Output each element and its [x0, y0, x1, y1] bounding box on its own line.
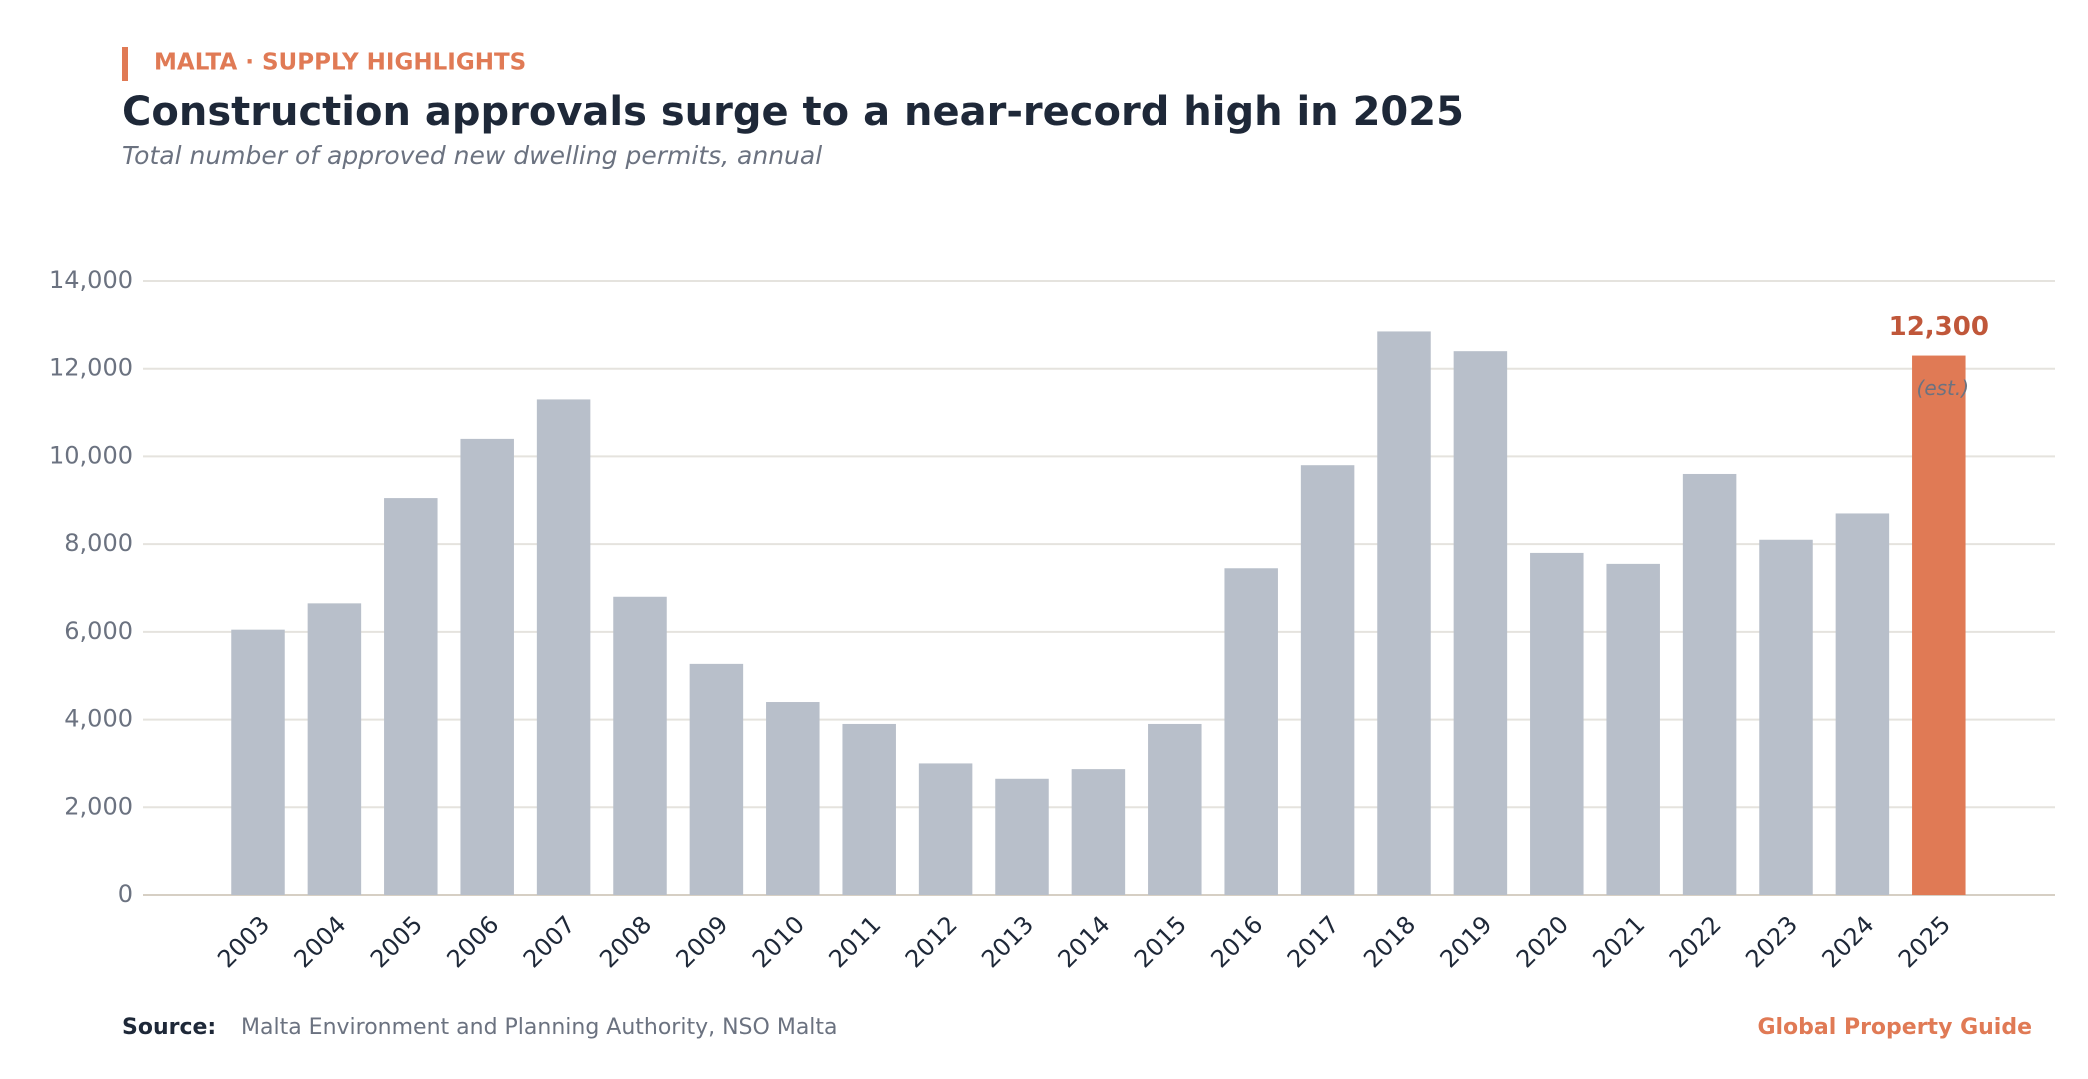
- bar: [1682, 473, 1737, 895]
- x-tick-label: 2012: [900, 910, 963, 973]
- x-tick-label: 2007: [518, 910, 581, 973]
- x-tick-label: 2010: [747, 910, 810, 973]
- bar: [842, 723, 896, 895]
- x-tick-label: 2023: [1740, 910, 1803, 973]
- y-tick-label: 0: [118, 880, 133, 908]
- x-tick-label: 2022: [1664, 910, 1727, 973]
- x-tick-label: 2006: [441, 910, 504, 973]
- y-tick-label: 4,000: [64, 705, 133, 733]
- annotation: (est.): [1917, 376, 1970, 400]
- bar: [766, 702, 820, 895]
- y-tick-label: 14,000: [49, 266, 133, 294]
- brand: Global Property Guide: [1757, 1015, 2032, 1040]
- chart-subtitle: Total number of approved new dwelling pe…: [122, 141, 822, 170]
- bar: [536, 399, 591, 895]
- bar: [1606, 563, 1660, 895]
- chart-title: Construction approvals surge to a near-r…: [122, 89, 1464, 135]
- y-tick-label: 2,000: [64, 792, 133, 820]
- bar: [1912, 355, 1966, 895]
- source-label: Source:: [122, 1015, 216, 1040]
- x-tick-label: 2004: [289, 910, 352, 973]
- x-tick-label: 2009: [671, 910, 734, 973]
- bar: [1530, 552, 1584, 895]
- bar: [231, 629, 285, 895]
- x-tick-label: 2015: [1129, 910, 1192, 973]
- bar: [918, 763, 973, 895]
- bar: [1377, 331, 1431, 896]
- x-tick-label: 2020: [1511, 910, 1574, 973]
- x-tick-label: 2013: [976, 910, 1039, 973]
- x-tick-label: 2024: [1817, 910, 1880, 973]
- x-tick-label: 2011: [823, 910, 886, 973]
- bar: [1453, 351, 1508, 896]
- y-tick-label: 8,000: [64, 529, 133, 557]
- bar: [995, 778, 1049, 895]
- bar: [689, 663, 744, 895]
- x-tick-label: 2019: [1435, 910, 1498, 973]
- x-tick-label: 2018: [1358, 910, 1421, 973]
- bar: [1148, 723, 1202, 895]
- y-tick-label: 10,000: [49, 441, 133, 469]
- bar: [1224, 568, 1278, 895]
- accent-bar: [122, 47, 128, 81]
- x-tick-label: 2005: [365, 910, 428, 973]
- bar: [460, 438, 514, 895]
- bar: [1759, 539, 1813, 895]
- x-tick-label: 2016: [1205, 910, 1268, 973]
- bar: [1300, 465, 1355, 895]
- value-label: 12,300: [1889, 312, 1989, 342]
- kicker: MALTA · SUPPLY HIGHLIGHTS: [154, 50, 526, 76]
- x-tick-label: 2014: [1053, 910, 1116, 973]
- bar: [613, 596, 667, 895]
- source: Malta Environment and Planning Authority…: [241, 1015, 838, 1040]
- y-tick-label: 6,000: [64, 617, 133, 645]
- bar: [1071, 769, 1126, 895]
- x-tick-label: 2017: [1282, 910, 1345, 973]
- y-tick-label: 12,000: [49, 354, 133, 382]
- x-tick-label: 2021: [1587, 910, 1650, 973]
- bar: [384, 498, 438, 895]
- x-tick-label: 2025: [1893, 910, 1956, 973]
- x-tick-label: 2003: [212, 910, 275, 973]
- bar: [307, 603, 362, 895]
- bar: [1835, 513, 1890, 895]
- x-tick-label: 2008: [594, 910, 657, 973]
